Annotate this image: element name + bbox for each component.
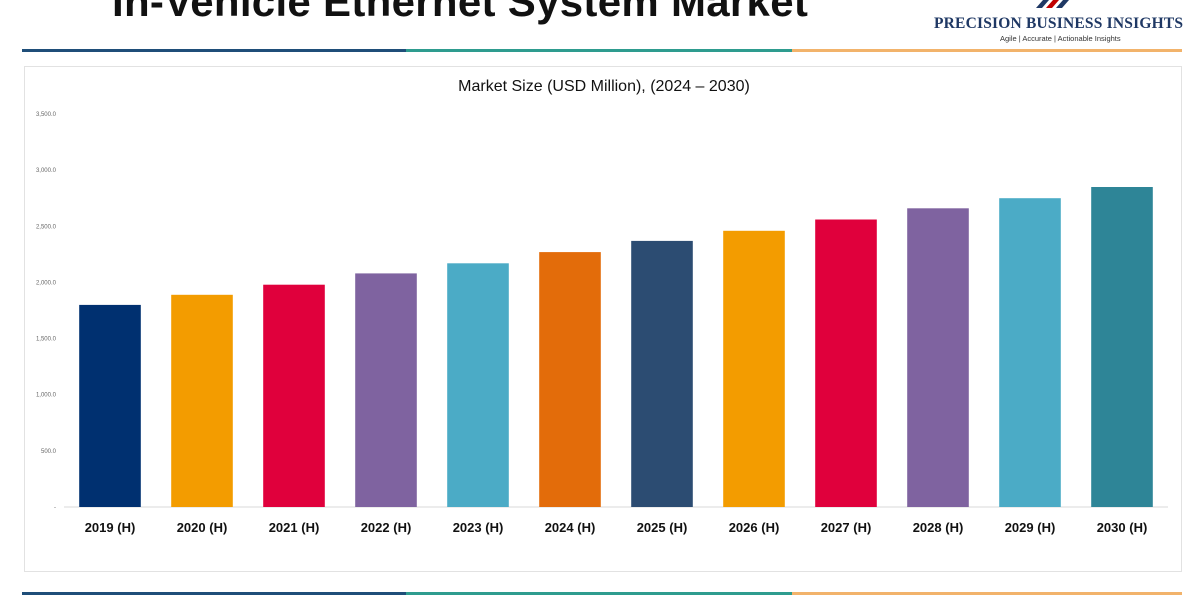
brand-name: PRECISION BUSINESS INSIGHTS xyxy=(934,15,1184,32)
x-tick-label: 2019 (H) xyxy=(85,520,136,535)
x-tick-label: 2028 (H) xyxy=(913,520,964,535)
top-stripe-teal xyxy=(406,49,792,52)
bar-2021 xyxy=(263,284,325,507)
bar-2023 xyxy=(447,263,509,507)
bar-2027 xyxy=(815,219,877,507)
y-tick-label: 2,500.0 xyxy=(36,224,57,230)
bar-2022 xyxy=(355,273,417,507)
y-tick-label: - xyxy=(54,505,56,511)
x-tick-label: 2026 (H) xyxy=(729,520,780,535)
bottom-stripe-orange xyxy=(792,592,1182,595)
bar-2028 xyxy=(907,208,969,508)
x-tick-label: 2023 (H) xyxy=(453,520,504,535)
bar-2020 xyxy=(171,294,233,507)
bar-2026 xyxy=(723,230,785,508)
y-tick-label: 3,500.0 xyxy=(36,112,57,118)
top-stripe-blue xyxy=(22,49,406,52)
top-stripe-orange xyxy=(792,49,1182,52)
y-tick-label: 1,000.0 xyxy=(36,393,57,399)
bar-2019 xyxy=(79,304,141,507)
y-tick-label: 2,000.0 xyxy=(36,280,57,286)
bar-2029 xyxy=(999,198,1061,507)
bar-2025 xyxy=(631,240,693,507)
bottom-stripe-teal xyxy=(406,592,792,595)
y-tick-label: 1,500.0 xyxy=(36,337,57,343)
x-tick-label: 2021 (H) xyxy=(269,520,320,535)
page-title: In-Vehicle Ethernet System Market xyxy=(112,0,809,25)
chart-title: Market Size (USD Million), (2024 – 2030) xyxy=(458,78,750,95)
bar-2024 xyxy=(539,252,601,507)
brand-logo-block: PRECISION BUSINESS INSIGHTS Agile | Accu… xyxy=(928,0,1200,48)
bar-2030 xyxy=(1091,187,1153,507)
y-tick-label: 500.0 xyxy=(41,449,57,455)
bottom-stripe-blue xyxy=(22,592,406,595)
x-tick-label: 2029 (H) xyxy=(1005,520,1056,535)
y-tick-label: 3,000.0 xyxy=(36,168,57,174)
brand-logo-icon xyxy=(1036,0,1069,8)
x-tick-label: 2025 (H) xyxy=(637,520,688,535)
brand-tagline: Agile | Accurate | Actionable Insights xyxy=(1000,34,1121,43)
x-tick-label: 2027 (H) xyxy=(821,520,872,535)
x-tick-label: 2020 (H) xyxy=(177,520,228,535)
x-tick-label: 2022 (H) xyxy=(361,520,412,535)
x-tick-label: 2024 (H) xyxy=(545,520,596,535)
x-tick-label: 2030 (H) xyxy=(1097,520,1148,535)
